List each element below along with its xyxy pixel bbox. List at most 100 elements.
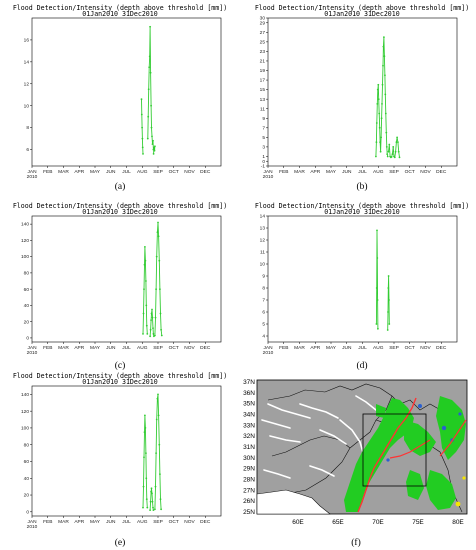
data-point-d xyxy=(387,275,390,277)
data-point-c xyxy=(144,259,147,262)
y-tick-label-b: -1 xyxy=(261,164,266,170)
data-point-c xyxy=(152,327,154,330)
x-tick-label-e: APR xyxy=(74,519,84,525)
x-tick-label-b: MAY xyxy=(326,169,337,175)
x-tick-label-d: JUL xyxy=(358,345,367,351)
y-tick-label-d: 13 xyxy=(260,226,266,232)
data-point-a xyxy=(140,98,143,100)
y-tick-label-e: 100 xyxy=(21,426,29,432)
x-tick-label-a: JUN xyxy=(106,169,116,175)
lat-label: 29N xyxy=(243,466,255,473)
x-tick-label-d: JAN xyxy=(263,345,273,351)
data-point-b xyxy=(384,112,387,115)
data-point-a xyxy=(148,66,151,69)
data-point-d xyxy=(377,327,379,330)
y-tick-label-b: 9 xyxy=(262,116,265,122)
data-point-e xyxy=(155,418,158,421)
data-point-a xyxy=(140,113,143,116)
x-tick-label-a: FEB xyxy=(43,169,52,175)
data-point-a xyxy=(150,126,153,129)
x-tick-label-e: MAR xyxy=(58,519,69,525)
chart-subtitle-e: 01Jan2010 31Dec2010 xyxy=(82,378,157,386)
data-point-e xyxy=(145,452,147,454)
data-point-b xyxy=(390,156,393,158)
series-line-d-0 xyxy=(375,230,379,329)
data-point-b xyxy=(381,83,384,86)
caption-d: (d) xyxy=(356,360,367,371)
highlight-patches xyxy=(455,476,466,507)
plot-frame-d xyxy=(267,215,458,343)
chart-panel-d: Flood Detection/Intensity (depth above t… xyxy=(255,202,469,371)
data-point-b xyxy=(398,156,401,159)
chart-title-e: Flood Detection/Intensity (depth above t… xyxy=(13,372,227,380)
data-point-e xyxy=(143,431,146,433)
x-tick-label-e: 2010 xyxy=(27,524,38,530)
data-point-c xyxy=(157,235,160,238)
data-point-e xyxy=(154,485,157,488)
data-point-e xyxy=(144,427,147,429)
lat-label: 25N xyxy=(243,509,255,516)
x-tick-label-d: OCT xyxy=(405,345,415,351)
y-tick-label-e: 120 xyxy=(21,409,29,415)
data-point-b xyxy=(377,98,380,101)
data-point-b xyxy=(375,122,378,124)
series-line-a-0 xyxy=(141,99,144,154)
data-point-d xyxy=(388,323,391,325)
data-point-e xyxy=(150,490,153,493)
x-tick-label-c: OCT xyxy=(169,345,179,351)
caption-e: (e) xyxy=(115,537,126,548)
data-point-c xyxy=(150,319,153,321)
data-point-a xyxy=(142,153,144,155)
series-line-e-1 xyxy=(149,488,154,511)
x-tick-label-d: MAR xyxy=(294,345,305,351)
river-track-branch xyxy=(389,439,431,459)
y-tick-label-b: 19 xyxy=(260,68,266,74)
data-point-b xyxy=(379,141,381,144)
data-point-c xyxy=(145,304,148,307)
data-point-c xyxy=(151,308,153,311)
data-point-e xyxy=(152,509,155,511)
x-tick-label-e: OCT xyxy=(169,519,179,525)
x-tick-label-e: MAY xyxy=(90,519,101,525)
data-point-b xyxy=(397,150,400,153)
data-point-d xyxy=(375,287,378,289)
data-point-e xyxy=(145,498,148,501)
data-point-b xyxy=(385,146,388,148)
x-tick-label-d: DEC xyxy=(436,345,447,351)
data-point-e xyxy=(142,506,144,509)
x-tick-label-c: JUN xyxy=(106,345,116,351)
data-point-d xyxy=(388,299,390,301)
x-tick-label-c: MAY xyxy=(90,345,101,351)
y-tick-label-d: 5 xyxy=(262,322,265,328)
data-point-b xyxy=(380,136,382,139)
y-tick-label-d: 14 xyxy=(260,214,266,220)
longitude-labels: 60E 65E 70E 75E 80E xyxy=(292,519,464,526)
series-line-e-0 xyxy=(142,415,148,508)
data-point-a xyxy=(147,115,150,118)
data-point-e xyxy=(146,506,149,509)
data-point-b xyxy=(383,55,386,58)
data-point-a xyxy=(153,149,156,152)
data-point-b xyxy=(384,74,386,77)
data-point-c xyxy=(154,316,157,319)
plot-frame-c xyxy=(31,215,222,343)
data-point-e xyxy=(142,485,145,488)
data-point-e xyxy=(157,393,159,396)
river-track-east xyxy=(439,419,467,457)
y-tick-label-d: 12 xyxy=(260,238,266,244)
data-point-c xyxy=(154,334,156,337)
chart-title-d: Flood Detection/Intensity (depth above t… xyxy=(255,202,469,210)
data-point-e xyxy=(158,443,161,446)
data-point-a xyxy=(151,143,154,146)
x-tick-label-c: JAN xyxy=(27,345,37,351)
y-tick-label-d: 11 xyxy=(260,250,265,256)
data-point-b xyxy=(377,83,380,86)
caption-b: (b) xyxy=(356,181,367,192)
data-point-d xyxy=(386,329,389,331)
x-tick-label-d: FEB xyxy=(279,345,288,351)
x-tick-label-a: NOV xyxy=(184,169,195,175)
y-tick-label-b: 30 xyxy=(260,16,266,22)
data-point-a xyxy=(154,145,156,148)
data-point-b xyxy=(379,150,382,153)
